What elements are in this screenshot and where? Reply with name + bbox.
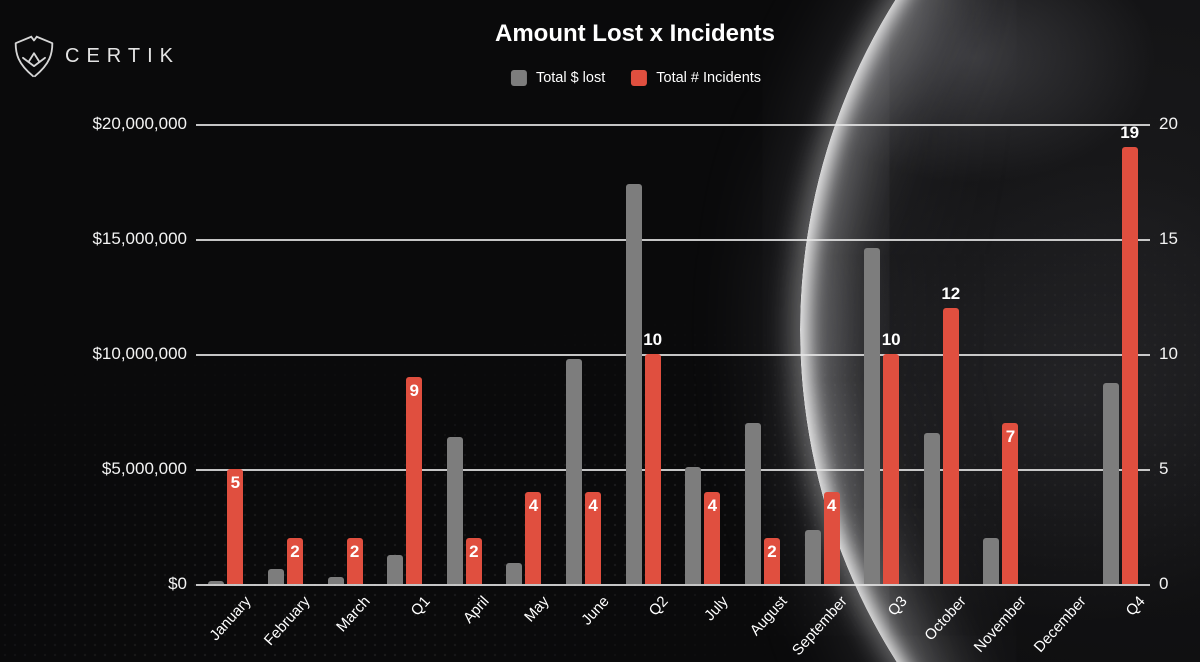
- category-january: 5 January: [196, 124, 256, 644]
- legend-swatch-red: [631, 70, 648, 86]
- incidents-bar: 9: [406, 377, 423, 584]
- incident-count-label: 2: [469, 542, 479, 561]
- legend-item-incidents: Total # Incidents: [631, 70, 761, 86]
- certik-shield-icon: [14, 35, 54, 78]
- incidents-bar: 10: [643, 330, 662, 584]
- incidents-bar: 12: [941, 284, 960, 584]
- incidents-bar: 10: [882, 330, 901, 584]
- category-june: 4 June: [554, 124, 614, 629]
- legend-label-incidents: Total # Incidents: [656, 70, 762, 86]
- category-october: 12 October: [912, 124, 972, 644]
- amount-lost-bar: [1102, 382, 1119, 584]
- incidents-bar: 5: [227, 469, 244, 584]
- legend-item-total-lost: Total $ lost: [510, 70, 606, 86]
- gridline: [196, 124, 1150, 126]
- incident-count-label: 12: [941, 284, 961, 303]
- amount-lost-bar: [566, 358, 583, 584]
- incidents-bar: 2: [286, 538, 303, 584]
- right-axis-tick-label: 15: [1159, 229, 1178, 248]
- incidents-bar: 2: [346, 538, 363, 584]
- category-q4: 19 Q4: [1090, 123, 1150, 619]
- amount-lost-bar: [804, 529, 821, 584]
- incidents-bar: 4: [585, 492, 602, 584]
- left-axis-tick-label: $20,000,000: [92, 114, 187, 133]
- gridline: [196, 584, 1150, 586]
- right-axis-tick-label: 5: [1159, 459, 1169, 478]
- amount-lost-bar: [864, 248, 881, 584]
- amount-lost-bar: [327, 577, 344, 584]
- incident-count-label: 4: [528, 496, 539, 515]
- incident-count-label: 2: [290, 542, 300, 561]
- incidents-bar: 2: [465, 538, 482, 584]
- amount-lost-bar: [506, 563, 523, 584]
- incident-count-label: 4: [826, 496, 837, 515]
- category-september: 4 September: [789, 124, 852, 659]
- left-axis-tick-label: $15,000,000: [92, 229, 187, 248]
- plot-area: 5 January 2 February 2 March 9 Q1 2 April 4 May 4 Jun…: [196, 123, 1150, 659]
- incident-count-label: 4: [707, 496, 718, 515]
- incident-count-label: 2: [767, 542, 777, 561]
- gridline: [196, 469, 1150, 471]
- incidents-bar: 2: [763, 538, 780, 584]
- amount-lost-bar: [983, 538, 1000, 584]
- amount-lost-bar: [387, 555, 404, 584]
- category-q3: 10 Q3: [852, 124, 912, 619]
- category-november: 7 November: [971, 124, 1031, 656]
- category-march: 2 March: [315, 124, 375, 635]
- left-axis-tick-label: $10,000,000: [92, 344, 187, 363]
- left-axis-tick-label: $0: [168, 574, 187, 593]
- right-axis-tick-label: 20: [1159, 114, 1178, 133]
- gridline: [196, 354, 1150, 356]
- category-february: 2 February: [256, 124, 316, 649]
- incident-count-label: 2: [349, 542, 360, 561]
- amount-lost-bar: [208, 580, 225, 584]
- incidents-bar: 4: [823, 492, 840, 584]
- category-april: 2 April: [435, 124, 495, 627]
- incidents-bar: 4: [704, 492, 721, 584]
- chart-legend: Total $ lost Total # Incidents: [510, 70, 761, 86]
- incident-count-label: 7: [1005, 427, 1016, 446]
- gridline: [196, 239, 1150, 241]
- certik-logo: CERTIK: [12, 33, 180, 79]
- incidents-bar: 19: [1120, 123, 1139, 584]
- amount-lost-bar: [685, 466, 702, 584]
- incident-count-label: 5: [230, 473, 241, 492]
- incident-count-label: 9: [409, 381, 419, 400]
- amount-lost-bar: [744, 423, 761, 584]
- incident-count-label: 10: [881, 330, 901, 349]
- category-may: 4 May: [494, 124, 554, 625]
- incident-count-label: 19: [1120, 123, 1140, 142]
- category-q1: 9 Q1: [375, 124, 435, 619]
- incidents-bar: 4: [525, 492, 542, 584]
- incidents-bar: 7: [1002, 423, 1019, 584]
- certik-wordmark: CERTIK: [65, 44, 180, 67]
- amount-lost-bar: [446, 436, 463, 584]
- incident-count-label: 10: [643, 330, 663, 349]
- category-august: 2 August: [733, 124, 793, 639]
- category-july: 4 July: [673, 124, 733, 624]
- category-december: December: [1030, 124, 1091, 656]
- amount-lost-bar: [267, 569, 284, 584]
- category-q2: 10 Q2: [613, 124, 673, 619]
- legend-swatch-gray: [510, 70, 527, 86]
- left-axis-tick-label: $5,000,000: [101, 459, 187, 478]
- right-axis-tick-label: 0: [1159, 574, 1169, 593]
- legend-label-total-lost: Total $ lost: [535, 70, 606, 86]
- amount-lost-bar: [923, 433, 940, 584]
- bar-chart: $20,000,000 20 $15,000,000 15 $10,000,000 10 $…: [92, 114, 1177, 659]
- amount-lost-bar: [625, 183, 642, 584]
- incident-count-label: 4: [588, 496, 598, 515]
- right-axis-tick-label: 10: [1159, 344, 1178, 363]
- chart-title: Amount Lost x Incidents: [494, 20, 776, 47]
